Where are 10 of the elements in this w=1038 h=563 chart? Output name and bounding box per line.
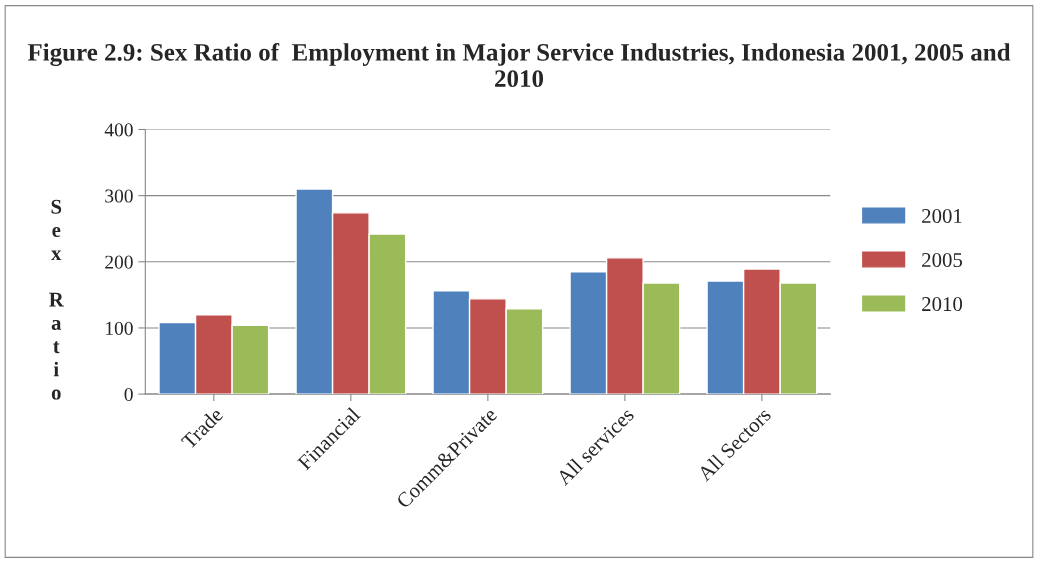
text: Sex Ratio <box>49 199 64 400</box>
legend-label: 2010 <box>922 297 963 312</box>
legend-label: 2005 <box>922 253 963 268</box>
chart-title: Figure 2.9: Sex Ratio of Employment in Major Service Industries, Indonesia 2001, 2005 and 2010 <box>27 42 1011 88</box>
y-tick-label: 300 <box>105 189 133 203</box>
y-tick-label: 0 <box>124 387 133 402</box>
y-tick-label: 400 <box>104 123 133 137</box>
legend-label: 2001 <box>922 208 962 224</box>
y-tick-label: 200 <box>105 255 133 269</box>
y-tick-label: 100 <box>106 321 133 335</box>
